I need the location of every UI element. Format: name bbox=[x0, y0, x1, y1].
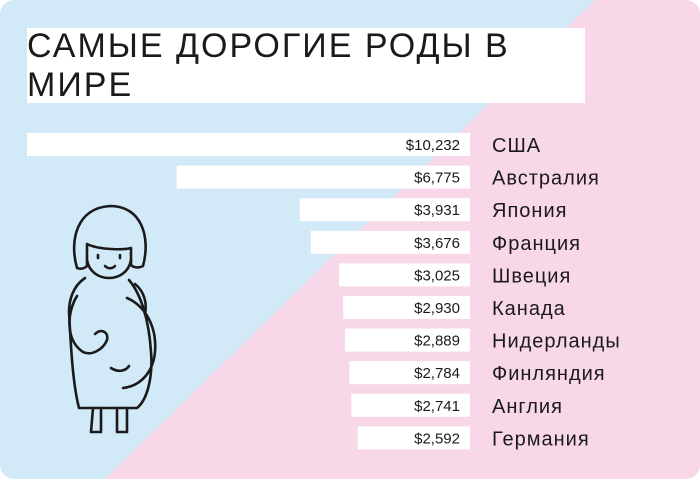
bar-8 bbox=[351, 393, 470, 417]
bar-value-label: $2,784 bbox=[414, 365, 460, 382]
category-label: Канада bbox=[492, 298, 566, 320]
bar-value-label: $3,931 bbox=[414, 202, 460, 219]
bar-0 bbox=[27, 133, 470, 156]
bar-value-label: $6,775 bbox=[414, 170, 460, 187]
pregnant-woman-icon bbox=[67, 204, 157, 434]
category-label: Япония bbox=[492, 200, 567, 222]
category-label: США bbox=[492, 135, 541, 157]
category-label: Финляндия bbox=[492, 363, 606, 385]
category-label: Франция bbox=[492, 233, 581, 255]
bar-value-label: $2,889 bbox=[414, 333, 460, 350]
bar-value-label: $2,741 bbox=[414, 398, 460, 415]
bar-3 bbox=[310, 230, 470, 254]
bar-4 bbox=[339, 263, 470, 287]
bar-9 bbox=[357, 426, 470, 450]
title-box: САМЫЕ ДОРОГИЕ РОДЫ В МИРЕ bbox=[27, 26, 585, 104]
page-title: САМЫЕ ДОРОГИЕ РОДЫ В МИРЕ bbox=[27, 26, 510, 104]
bar-value-label: $2,592 bbox=[414, 430, 460, 447]
bar-5 bbox=[343, 296, 470, 319]
category-label: Швеция bbox=[492, 265, 571, 287]
category-label: Австралия bbox=[492, 168, 600, 190]
bar-1 bbox=[176, 165, 470, 189]
category-label: Англия bbox=[492, 396, 563, 418]
bar-7 bbox=[349, 361, 470, 385]
bar-6 bbox=[344, 328, 470, 352]
category-label: Германия bbox=[492, 428, 590, 450]
category-label: Нидерланды bbox=[492, 331, 621, 353]
bar-value-label: $3,025 bbox=[414, 267, 460, 284]
bar-value-label: $3,676 bbox=[414, 235, 460, 252]
bar-2 bbox=[299, 198, 470, 222]
bar-value-label: $10,232 bbox=[406, 137, 460, 154]
bar-value-label: $2,930 bbox=[414, 300, 460, 317]
